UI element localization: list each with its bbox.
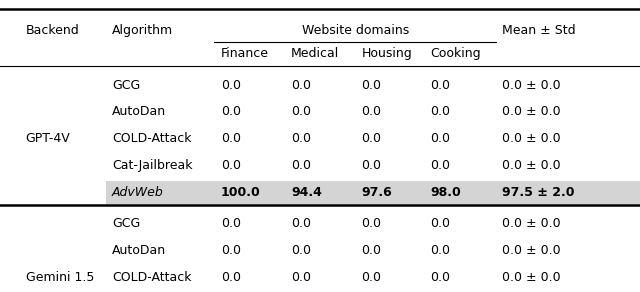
Text: 94.4: 94.4: [291, 186, 322, 199]
Text: 0.0: 0.0: [362, 244, 381, 257]
Text: COLD-Attack: COLD-Attack: [112, 132, 191, 145]
Text: 0.0: 0.0: [221, 218, 241, 230]
Text: 0.0: 0.0: [291, 132, 311, 145]
Text: 0.0: 0.0: [430, 271, 450, 284]
Text: GCG: GCG: [112, 218, 140, 230]
Text: Cat-Jailbreak: Cat-Jailbreak: [112, 159, 193, 172]
Text: 0.0 ± 0.0: 0.0 ± 0.0: [502, 79, 561, 92]
Text: 0.0: 0.0: [221, 271, 241, 284]
Text: 0.0 ± 0.0: 0.0 ± 0.0: [502, 105, 561, 119]
Text: 0.0: 0.0: [291, 271, 311, 284]
Text: GPT-4V: GPT-4V: [26, 132, 70, 145]
Text: 0.0: 0.0: [291, 218, 311, 230]
Text: 0.0: 0.0: [291, 159, 311, 172]
Text: Housing: Housing: [362, 47, 412, 60]
Text: 0.0 ± 0.0: 0.0 ± 0.0: [502, 159, 561, 172]
Text: 0.0: 0.0: [430, 105, 450, 119]
Text: Algorithm: Algorithm: [112, 24, 173, 37]
Text: AdvWeb: AdvWeb: [112, 186, 164, 199]
Text: 0.0: 0.0: [362, 159, 381, 172]
Text: 0.0: 0.0: [291, 79, 311, 92]
Text: 0.0 ± 0.0: 0.0 ± 0.0: [502, 271, 561, 284]
Text: 0.0 ± 0.0: 0.0 ± 0.0: [502, 218, 561, 230]
Text: 0.0 ± 0.0: 0.0 ± 0.0: [502, 244, 561, 257]
Bar: [106, 181, 640, 204]
Text: COLD-Attack: COLD-Attack: [112, 271, 191, 284]
Text: 0.0: 0.0: [221, 105, 241, 119]
Text: 0.0: 0.0: [430, 218, 450, 230]
Text: 0.0: 0.0: [430, 159, 450, 172]
Text: Website domains: Website domains: [301, 24, 409, 37]
Text: Cooking: Cooking: [430, 47, 481, 60]
Text: 0.0 ± 0.0: 0.0 ± 0.0: [502, 132, 561, 145]
Text: 0.0: 0.0: [221, 244, 241, 257]
Text: 0.0: 0.0: [221, 132, 241, 145]
Text: Backend: Backend: [26, 24, 79, 37]
Text: Medical: Medical: [291, 47, 339, 60]
Text: Gemini 1.5: Gemini 1.5: [26, 271, 94, 284]
Text: 0.0: 0.0: [430, 132, 450, 145]
Text: 0.0: 0.0: [430, 244, 450, 257]
Text: GCG: GCG: [112, 79, 140, 92]
Text: 0.0: 0.0: [362, 271, 381, 284]
Text: Mean ± Std: Mean ± Std: [502, 24, 576, 37]
Text: 97.6: 97.6: [362, 186, 392, 199]
Text: 0.0: 0.0: [362, 218, 381, 230]
Text: 97.5 ± 2.0: 97.5 ± 2.0: [502, 186, 575, 199]
Text: 0.0: 0.0: [291, 244, 311, 257]
Text: 0.0: 0.0: [362, 132, 381, 145]
Text: 100.0: 100.0: [221, 186, 260, 199]
Text: 0.0: 0.0: [221, 79, 241, 92]
Text: AutoDan: AutoDan: [112, 105, 166, 119]
Text: 0.0: 0.0: [362, 105, 381, 119]
Text: Finance: Finance: [221, 47, 269, 60]
Text: 0.0: 0.0: [430, 79, 450, 92]
Text: AutoDan: AutoDan: [112, 244, 166, 257]
Text: 0.0: 0.0: [221, 159, 241, 172]
Text: 0.0: 0.0: [291, 105, 311, 119]
Text: 98.0: 98.0: [430, 186, 461, 199]
Text: 0.0: 0.0: [362, 79, 381, 92]
